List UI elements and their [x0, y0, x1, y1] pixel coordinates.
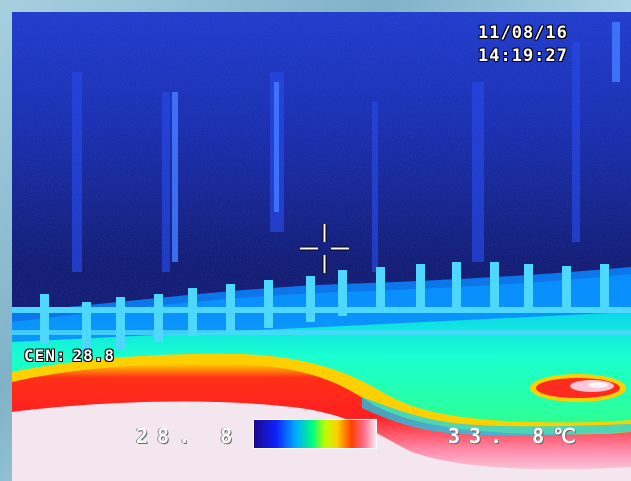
center-temperature-readout: CEN: 28.8 [24, 347, 115, 365]
temperature-colorbar [253, 419, 377, 449]
thermal-image-viewport [12, 12, 631, 481]
crosshair-icon [300, 224, 349, 273]
scale-max-temperature: 33. 8℃ [448, 424, 576, 448]
scale-max-value: 33. 8 [448, 424, 554, 448]
thermal-image [12, 12, 631, 481]
center-temperature-value: 28.8 [72, 346, 116, 365]
temperature-unit: ℃ [553, 424, 576, 448]
timestamp-time: 14:19:27 [478, 46, 568, 66]
center-temperature-label: CEN: [24, 346, 67, 365]
timestamp-date: 11/08/16 [478, 23, 568, 43]
scale-min-temperature: 28. 8 [136, 424, 242, 448]
